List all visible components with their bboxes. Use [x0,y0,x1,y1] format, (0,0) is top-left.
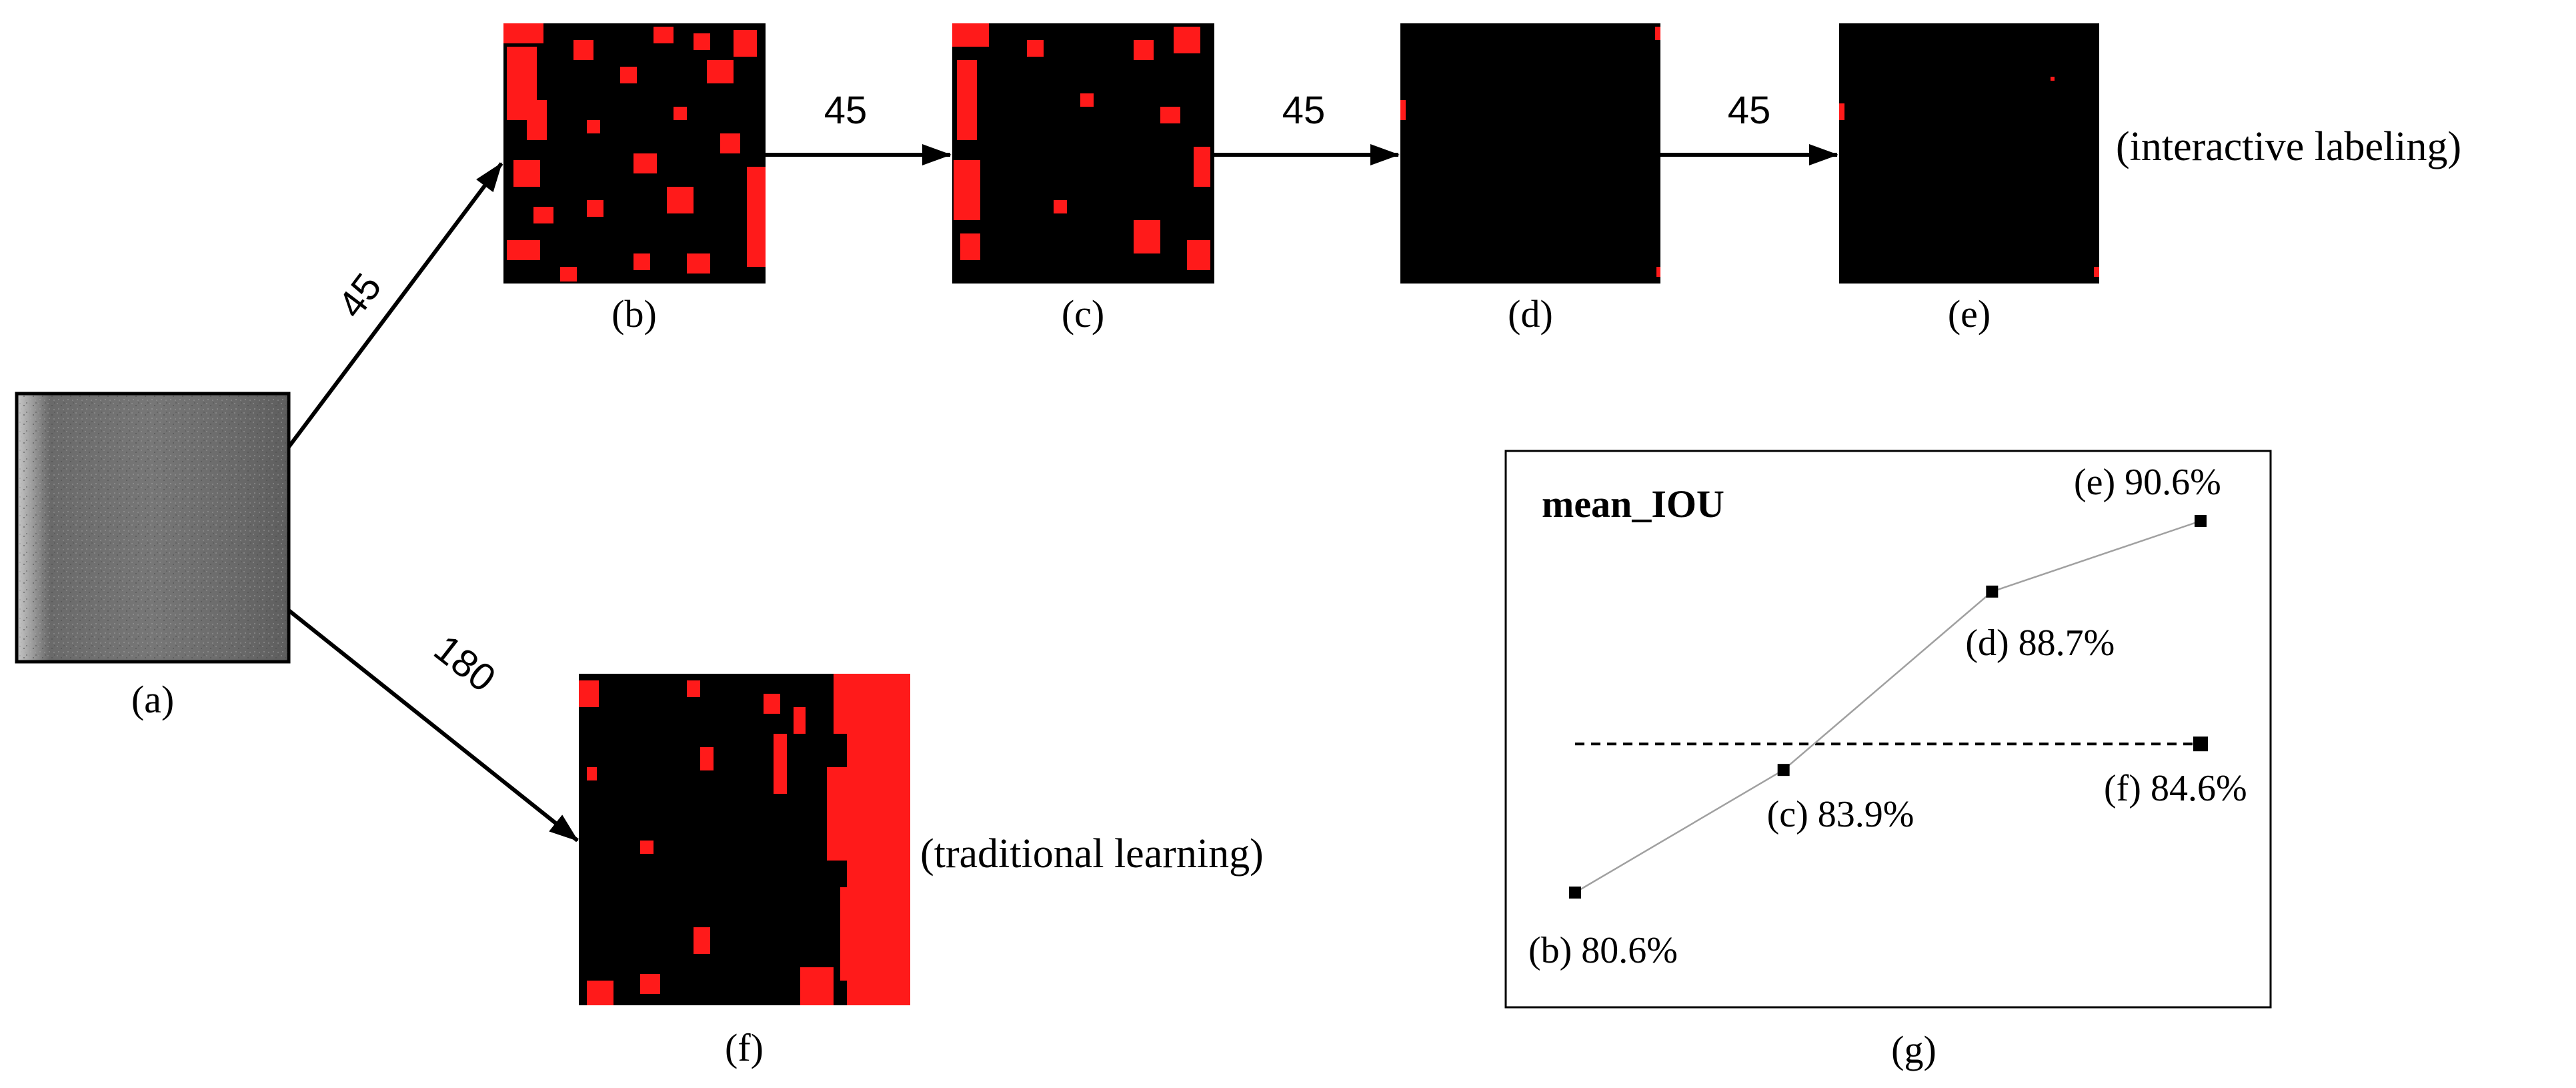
arrow-c-to-d-label: 45 [1282,89,1326,132]
data-label: (d) 88.7% [1965,622,2115,664]
arrow-d-to-e-label: 45 [1728,89,1771,132]
data-point [1986,585,1999,598]
mask-c-spots [952,23,1210,270]
data-label: (e) 90.6% [2074,462,2221,503]
caption-b: (b) [611,292,657,336]
arrow-a-to-b-label: 45 [329,265,390,326]
panel-c: (c) [952,23,1214,336]
panel-g: mean_IOU (f) 84.6% (b) 80.6% (c) 83.9% (d) … [1504,450,2272,1071]
arrow-a-to-f-label: 180 [426,626,503,700]
caption-g: (g) [1891,1028,1937,1071]
panel-e: (e) [1839,23,2099,336]
panel-a: (a) [15,392,291,721]
note-traditional-learning: (traditional learning) [920,831,1264,877]
reference-marker [2193,736,2208,752]
mask-c [952,23,1214,284]
panel-b: (b) [503,23,766,336]
data-label: (c) 83.9% [1767,794,1914,835]
data-point [1777,764,1790,776]
series-line [1574,520,2201,894]
caption-c: (c) [1062,292,1104,336]
note-interactive-labeling: (interactive labeling) [2116,124,2461,169]
chart-plot: (f) 84.6% (b) 80.6% (c) 83.9% (d) 88.7% (e) … [1528,462,2247,971]
caption-a: (a) [131,678,174,721]
data-label: (b) 80.6% [1528,930,1678,971]
arrow-b-to-c-label: 45 [824,89,868,132]
input-image-texture [17,394,289,662]
chart-title: mean_IOU [1542,482,1724,526]
data-point [2195,515,2207,527]
caption-f: (f) [725,1026,764,1069]
panel-d: (d) [1400,23,1660,336]
mask-d-spots [1400,27,1660,277]
mask-e-spots [1839,77,2099,277]
data-point [1569,887,1581,899]
panel-f: (f) [579,674,910,1069]
arrow-a-to-b [287,162,503,448]
input-image-border [15,392,291,664]
mask-f-spots [579,674,910,1005]
mask-b-spots [503,23,766,282]
chart-frame [1504,450,2272,1009]
mask-e [1839,23,2099,284]
arrow-a-to-f [287,608,579,843]
mask-d [1400,23,1660,284]
reference-label: (f) 84.6% [2104,768,2247,809]
caption-e: (e) [1948,292,1991,336]
caption-d: (d) [1508,292,1553,336]
